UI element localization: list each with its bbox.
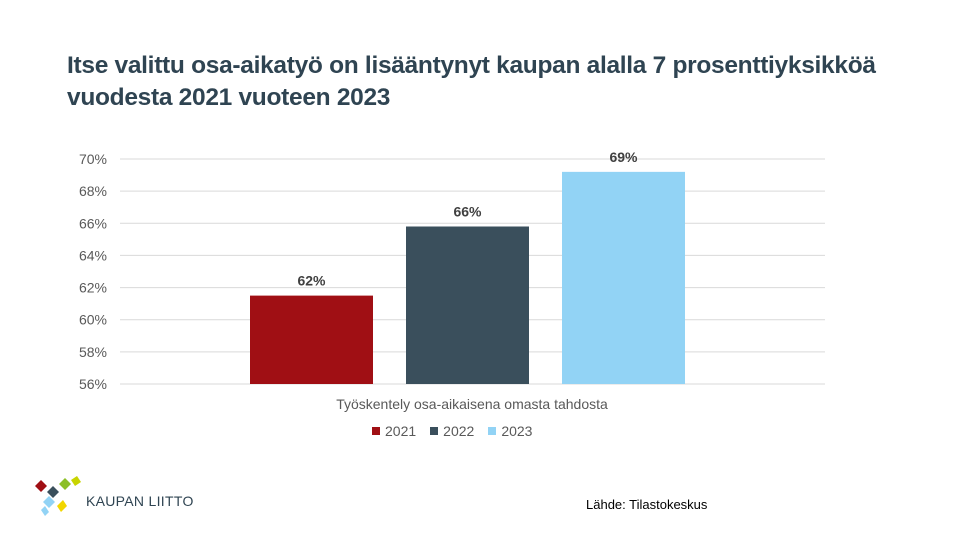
data-labels: 62% 66% 69% (297, 149, 638, 289)
data-label-2022: 66% (453, 204, 482, 220)
y-tick-label: 66% (79, 215, 107, 231)
legend-label-2021: 2021 (385, 423, 417, 439)
legend-swatch-2023 (488, 427, 497, 435)
y-tick-label: 58% (79, 344, 107, 360)
bar-2023 (562, 171, 685, 384)
source-note: Lähde: Tilastokeskus (586, 497, 708, 512)
legend-item-2022: 2022 (430, 423, 474, 439)
y-tick-label: 70% (79, 151, 107, 167)
bar-2022 (406, 226, 529, 384)
kaupan-liitto-logo-icon (35, 476, 81, 516)
data-label-2021: 62% (297, 273, 326, 289)
data-label-2023: 69% (609, 149, 638, 165)
legend-swatch-2022 (430, 427, 439, 435)
legend-swatch-2021 (372, 427, 380, 435)
legend-item-2023: 2023 (488, 423, 532, 439)
y-tick-label: 62% (79, 280, 107, 296)
legend-label-2023: 2023 (501, 423, 533, 439)
bar-2021 (250, 295, 373, 384)
y-axis-ticks: 56% 58% 60% 62% 64% 66% 68% 70% (79, 151, 107, 392)
y-tick-label: 68% (79, 183, 107, 199)
y-tick-label: 64% (79, 247, 107, 263)
chart-title: Itse valittu osa-aikatyö on lisääntynyt … (67, 52, 876, 111)
legend: 2021 2022 2023 (372, 423, 532, 439)
legend-item-2021: 2021 (372, 423, 416, 439)
y-tick-label: 56% (79, 376, 107, 392)
logo-text: KAUPAN LIITTO (86, 493, 194, 509)
bars (250, 171, 685, 384)
y-tick-label: 60% (79, 312, 107, 328)
legend-label-2022: 2022 (443, 423, 475, 439)
category-label: Työskentely osa-aikaisena omasta tahdost… (336, 396, 608, 412)
